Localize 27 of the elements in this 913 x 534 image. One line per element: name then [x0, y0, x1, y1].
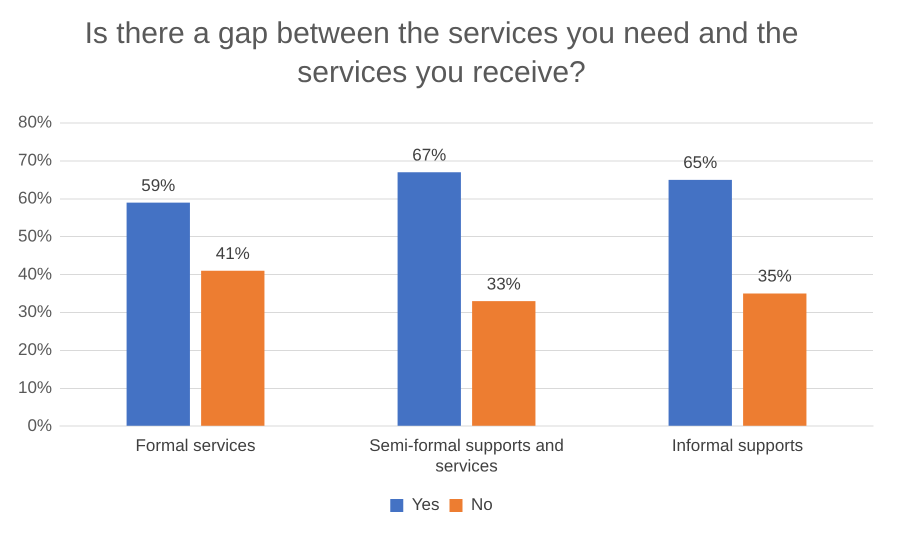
bar [398, 172, 461, 426]
y-tick-label: 70% [18, 150, 52, 170]
y-tick-label: 20% [18, 340, 52, 360]
data-label: 33% [486, 274, 521, 294]
y-tick-label: 40% [18, 264, 52, 284]
bar [743, 294, 806, 426]
bar [472, 301, 536, 426]
y-tick-label: 0% [27, 416, 52, 435]
legend-label: No [471, 495, 493, 514]
data-label: 59% [141, 176, 176, 195]
bar [126, 202, 190, 426]
data-label: 67% [412, 145, 446, 164]
x-tick-label: Formal services [136, 436, 256, 456]
y-tick-label: 60% [18, 188, 52, 208]
x-tick-label: Informal supports [672, 436, 804, 456]
chart-title: Is there a gap between the services you need and the services you receive? [84, 16, 798, 89]
data-label: 65% [683, 153, 718, 172]
data-label: 35% [758, 266, 792, 286]
y-tick-label: 10% [18, 378, 52, 397]
y-tick-label: 30% [18, 302, 52, 322]
y-tick-label: 50% [18, 226, 52, 246]
bar [201, 270, 264, 426]
legend-label: Yes [412, 495, 440, 514]
bar [668, 180, 732, 426]
x-tick-label: Semi-formal supports and services [369, 436, 564, 476]
data-label: 41% [216, 244, 250, 263]
y-tick-label: 80% [18, 112, 52, 132]
